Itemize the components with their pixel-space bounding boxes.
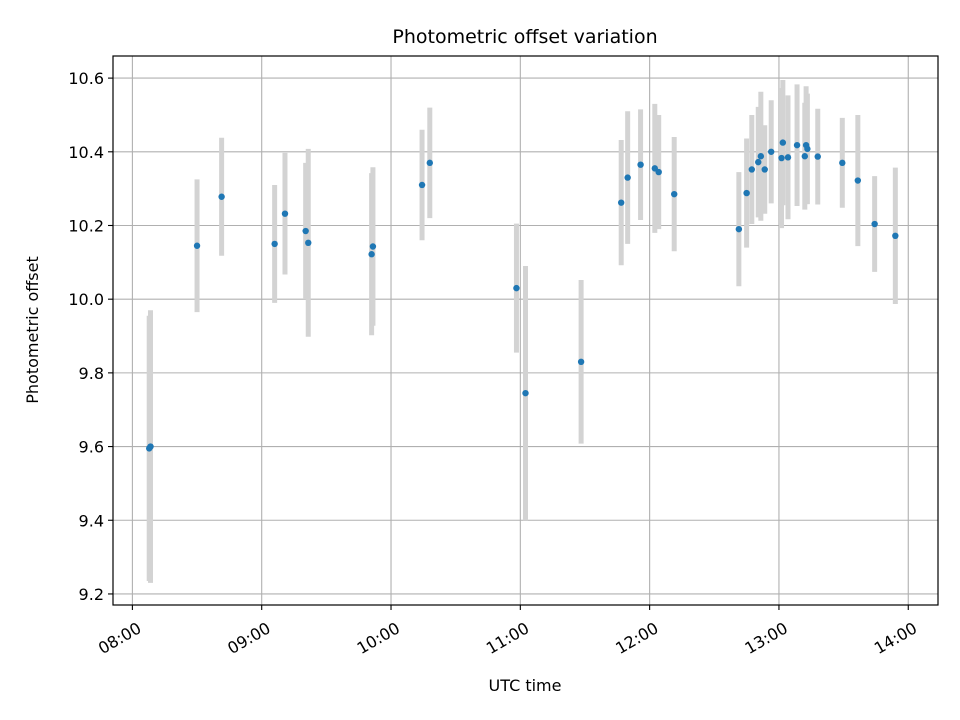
data-point	[513, 284, 520, 292]
chart-title: Photometric offset variation	[392, 26, 657, 48]
y-tick-label: 10.6	[68, 69, 104, 88]
plot-frame	[112, 55, 939, 606]
x-tick-label: 08:00	[95, 618, 144, 658]
data-point	[271, 240, 278, 248]
y-tick-label: 10.4	[68, 143, 104, 162]
data-point	[784, 154, 792, 161]
data-point	[854, 177, 862, 184]
data-point	[839, 159, 846, 167]
data-point	[892, 232, 899, 240]
data-point	[305, 239, 312, 247]
data-point	[814, 153, 821, 160]
data-point	[617, 199, 625, 206]
data-point	[302, 227, 309, 235]
axis-ticks: 08:00 09:00 10:00 11:00 12:00 13:00 14:00 9.2 9.…	[68, 69, 920, 658]
y-tick-label: 9.8	[79, 364, 104, 383]
data-point	[779, 139, 787, 146]
data-point	[193, 242, 201, 249]
data-point	[761, 166, 768, 173]
data-point	[757, 153, 765, 160]
y-tick-label: 10.0	[68, 290, 104, 309]
x-tick-label: 09:00	[224, 618, 273, 658]
x-tick-label: 13:00	[742, 618, 791, 658]
data-point	[871, 220, 878, 228]
data-point	[748, 166, 755, 173]
data-point	[804, 145, 811, 153]
data-points	[146, 139, 899, 452]
grid	[113, 56, 938, 605]
x-tick-label: 14:00	[871, 618, 920, 658]
y-tick-label: 10.2	[68, 216, 104, 235]
data-point	[767, 148, 775, 155]
y-axis-label: Photometric offset	[23, 256, 42, 404]
data-point	[755, 158, 762, 166]
data-point	[577, 358, 585, 366]
data-point	[801, 153, 809, 160]
data-point	[624, 174, 631, 181]
data-point	[522, 389, 529, 397]
data-point	[218, 193, 225, 200]
data-point	[369, 243, 377, 250]
x-tick-label: 10:00	[354, 618, 403, 658]
y-tick-label: 9.2	[79, 585, 104, 604]
data-point	[743, 189, 750, 197]
error-bars	[146, 79, 898, 583]
data-point	[426, 159, 434, 167]
data-point	[671, 190, 678, 198]
y-tick-label: 9.6	[79, 438, 104, 457]
x-tick-label: 11:00	[483, 618, 532, 658]
data-point	[418, 181, 426, 189]
data-point	[368, 251, 375, 258]
data-point	[637, 161, 644, 168]
y-tick-label: 9.4	[79, 511, 104, 530]
data-point	[735, 225, 743, 233]
x-axis-label: UTC time	[489, 676, 562, 695]
data-point	[778, 154, 785, 162]
x-tick-label: 12:00	[612, 618, 661, 658]
data-point	[655, 168, 662, 176]
data-point	[281, 210, 289, 217]
data-point	[147, 443, 154, 450]
data-point	[793, 141, 801, 149]
